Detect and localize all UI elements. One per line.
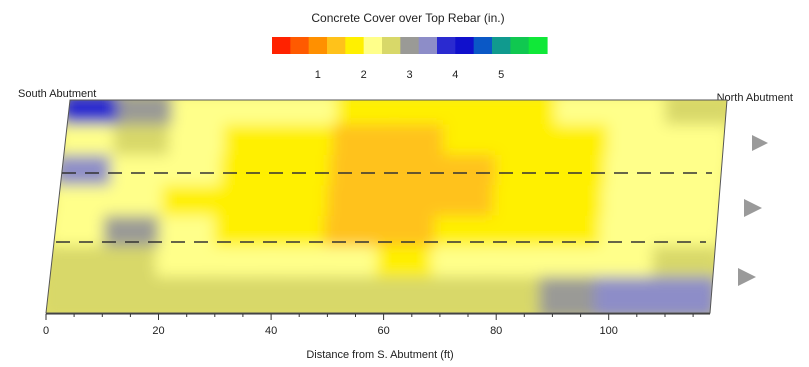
colorbar-swatch <box>473 37 493 54</box>
colorbar-tick-label: 2 <box>361 69 367 81</box>
colorbar-swatch <box>418 37 438 54</box>
colorbar-swatch <box>345 37 365 54</box>
colorbar-swatch <box>400 37 420 54</box>
x-tick-label: 80 <box>490 325 502 337</box>
x-tick-label: 40 <box>265 325 277 337</box>
x-axis-label: Distance from S. Abutment (ft) <box>306 349 453 361</box>
colorbar-swatch <box>272 37 291 54</box>
colorbar-tick-label: 3 <box>406 69 412 81</box>
colorbar-swatch <box>510 37 530 54</box>
colorbar-swatch <box>455 37 475 54</box>
x-tick-label: 60 <box>377 325 389 337</box>
colorbar <box>272 37 548 54</box>
arrow-right-icon <box>744 199 762 217</box>
x-tick-label: 0 <box>43 325 49 337</box>
traffic-direction-arrows <box>738 135 768 286</box>
heatmap-surface <box>46 100 727 313</box>
arrow-right-icon <box>752 135 768 151</box>
chart-title: Concrete Cover over Top Rebar (in.) <box>311 11 504 25</box>
heatmap-cell <box>649 276 718 313</box>
colorbar-swatch <box>290 37 310 54</box>
south-abutment-label: South Abutment <box>18 88 96 100</box>
colorbar-ticks: 1 2 3 4 5 <box>315 69 505 81</box>
colorbar-swatch <box>327 37 346 54</box>
x-tick-label: 20 <box>152 325 164 337</box>
deck-outline <box>45 99 728 314</box>
colorbar-swatch <box>528 37 548 54</box>
colorbar-swatch <box>437 37 456 54</box>
colorbar-swatch <box>308 37 328 54</box>
colorbar-swatch <box>382 37 401 54</box>
colorbar-tick-label: 1 <box>315 69 321 81</box>
x-tick-label: 100 <box>600 325 618 337</box>
x-axis-ticks: 0 20 40 60 80 100 <box>43 314 694 337</box>
arrow-right-icon <box>738 268 756 286</box>
north-abutment-label: North Abutment <box>717 92 793 104</box>
colorbar-tick-label: 4 <box>452 69 458 81</box>
colorbar-swatch <box>363 37 383 54</box>
colorbar-swatch <box>492 37 511 54</box>
colorbar-tick-label: 5 <box>498 69 504 81</box>
